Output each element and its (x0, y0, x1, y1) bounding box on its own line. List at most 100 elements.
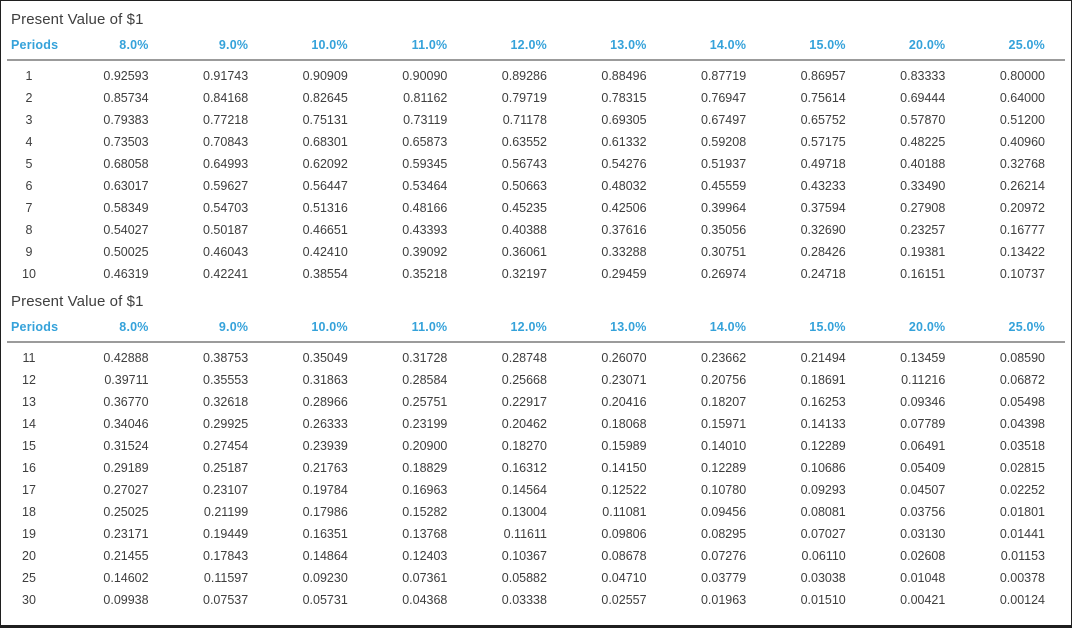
period-cell: 8 (25, 223, 33, 237)
present-value-cell: 0.27454 (203, 439, 249, 453)
table-row: 20 0.21455 0.17843 0.14864 0.12403 0.10367 0.0… (7, 545, 1065, 567)
rate-column-header: 8.0% (69, 316, 169, 343)
present-value-cell: 0.28966 (302, 395, 348, 409)
present-value-cell: 0.75131 (302, 113, 348, 127)
present-value-cell: 0.89286 (501, 69, 547, 83)
present-value-cell: 0.36061 (501, 245, 547, 259)
present-value-cell: 0.24718 (800, 267, 846, 281)
present-value-cell: 0.57870 (900, 113, 946, 127)
present-value-cell: 0.54027 (103, 223, 149, 237)
table-row: 16 0.29189 0.25187 0.21763 0.18829 0.16312 0.1… (7, 457, 1065, 479)
rate-column-header: 15.0% (766, 316, 866, 343)
present-value-cell: 0.32690 (800, 223, 846, 237)
present-value-cell: 0.67497 (700, 113, 747, 127)
present-value-cell: 0.73119 (403, 113, 448, 127)
present-value-cell: 0.68058 (103, 157, 149, 171)
present-value-cell: 0.22917 (501, 395, 547, 409)
rate-column-header: 8.0% (69, 34, 169, 61)
period-cell: 10 (22, 267, 36, 281)
present-value-cell: 0.23199 (402, 417, 448, 431)
present-value-cell: 0.13459 (900, 351, 946, 365)
present-value-cell: 0.14564 (501, 483, 547, 497)
present-value-cell: 0.02608 (900, 549, 946, 563)
present-value-cell: 0.43393 (402, 223, 448, 237)
present-value-cell: 0.16963 (402, 483, 448, 497)
table-row: 5 0.68058 0.64993 0.62092 0.59345 0.56743 0.54… (7, 153, 1065, 175)
present-value-cell: 0.12522 (601, 483, 647, 497)
period-cell: 19 (22, 527, 36, 541)
present-value-cell: 0.51316 (302, 201, 348, 215)
present-value-cell: 0.28748 (501, 351, 547, 365)
present-value-cell: 0.32197 (501, 267, 547, 281)
present-value-cell: 0.18829 (402, 461, 448, 475)
present-value-cell: 0.01510 (800, 593, 846, 607)
periods-column-header: Periods (7, 34, 69, 61)
rate-column-header: 13.0% (566, 34, 667, 61)
pv-table-section-periods-1-10: Present Value of $1 Periods 8.0% 9.0% 10.0%… (7, 7, 1065, 285)
present-value-cell: 0.03779 (700, 571, 747, 585)
present-value-cell: 0.14133 (800, 417, 846, 431)
present-value-cell: 0.68301 (302, 135, 348, 149)
rate-column-header: 20.0% (865, 316, 966, 343)
present-value-cell: 0.16253 (800, 395, 846, 409)
present-value-cell: 0.63552 (501, 135, 547, 149)
present-value-cell: 0.09346 (900, 395, 946, 409)
present-value-cell: 0.13004 (501, 505, 547, 519)
period-cell: 7 (25, 201, 33, 215)
present-value-cell: 0.03756 (900, 505, 946, 519)
present-value-cell: 0.32768 (999, 157, 1045, 171)
period-cell: 6 (25, 179, 33, 193)
present-value-cell: 0.00421 (900, 593, 946, 607)
present-value-cell: 0.33490 (900, 179, 946, 193)
present-value-cell: 0.19784 (302, 483, 348, 497)
present-value-cell: 0.53464 (402, 179, 448, 193)
periods-column-header: Periods (7, 316, 69, 343)
present-value-cell: 0.26070 (601, 351, 647, 365)
present-value-cell: 0.00378 (999, 571, 1045, 585)
present-value-cell: 0.35056 (700, 223, 747, 237)
present-value-cell: 0.86957 (800, 69, 846, 83)
period-cell: 4 (25, 135, 33, 149)
rate-column-header: 10.0% (268, 316, 368, 343)
present-value-cell: 0.83333 (900, 69, 946, 83)
present-value-cell: 0.07537 (203, 593, 249, 607)
present-value-cell: 0.18207 (700, 395, 747, 409)
present-value-cell: 0.26214 (999, 179, 1045, 193)
present-value-cell: 0.23071 (601, 373, 647, 387)
present-value-cell: 0.42241 (203, 267, 249, 281)
present-value-cell: 0.42888 (103, 351, 149, 365)
present-value-cell: 0.91743 (203, 69, 249, 83)
present-value-cell: 0.17986 (302, 505, 348, 519)
present-value-cell: 0.05882 (501, 571, 547, 585)
period-cell: 14 (22, 417, 36, 431)
rate-column-header: 25.0% (965, 34, 1065, 61)
present-value-cell: 0.14864 (302, 549, 348, 563)
present-value-cell: 0.17843 (203, 549, 249, 563)
present-value-cell: 0.70843 (203, 135, 249, 149)
table-row: 13 0.36770 0.32618 0.28966 0.25751 0.22917 0.2… (7, 391, 1065, 413)
present-value-cell: 0.04710 (601, 571, 647, 585)
present-value-cell: 0.09806 (601, 527, 647, 541)
present-value-cell: 0.09293 (800, 483, 846, 497)
table-title: Present Value of $1 (11, 11, 144, 28)
present-value-cell: 0.03038 (800, 571, 846, 585)
period-cell: 5 (25, 157, 33, 171)
present-value-cell: 0.46319 (103, 267, 149, 281)
present-value-cell: 0.07276 (700, 549, 747, 563)
rate-column-header: 11.0% (367, 316, 468, 343)
table-row: 12 0.39711 0.35553 0.31863 0.28584 0.25668 0.2… (7, 369, 1065, 391)
present-value-cell: 0.39711 (104, 373, 149, 387)
rate-column-header: 10.0% (268, 34, 368, 61)
present-value-cell: 0.64000 (999, 91, 1045, 105)
period-cell: 18 (22, 505, 36, 519)
present-value-cell: 0.04368 (402, 593, 448, 607)
present-value-cell: 0.84168 (203, 91, 249, 105)
present-value-cell: 0.92593 (103, 69, 149, 83)
present-value-cell: 0.09230 (302, 571, 348, 585)
rate-column-header: 12.0% (467, 316, 567, 343)
present-value-cell: 0.77218 (203, 113, 249, 127)
present-value-cell: 0.23107 (203, 483, 249, 497)
present-value-cell: 0.19449 (203, 527, 249, 541)
present-value-cell: 0.16151 (900, 267, 946, 281)
present-value-cell: 0.29189 (103, 461, 149, 475)
